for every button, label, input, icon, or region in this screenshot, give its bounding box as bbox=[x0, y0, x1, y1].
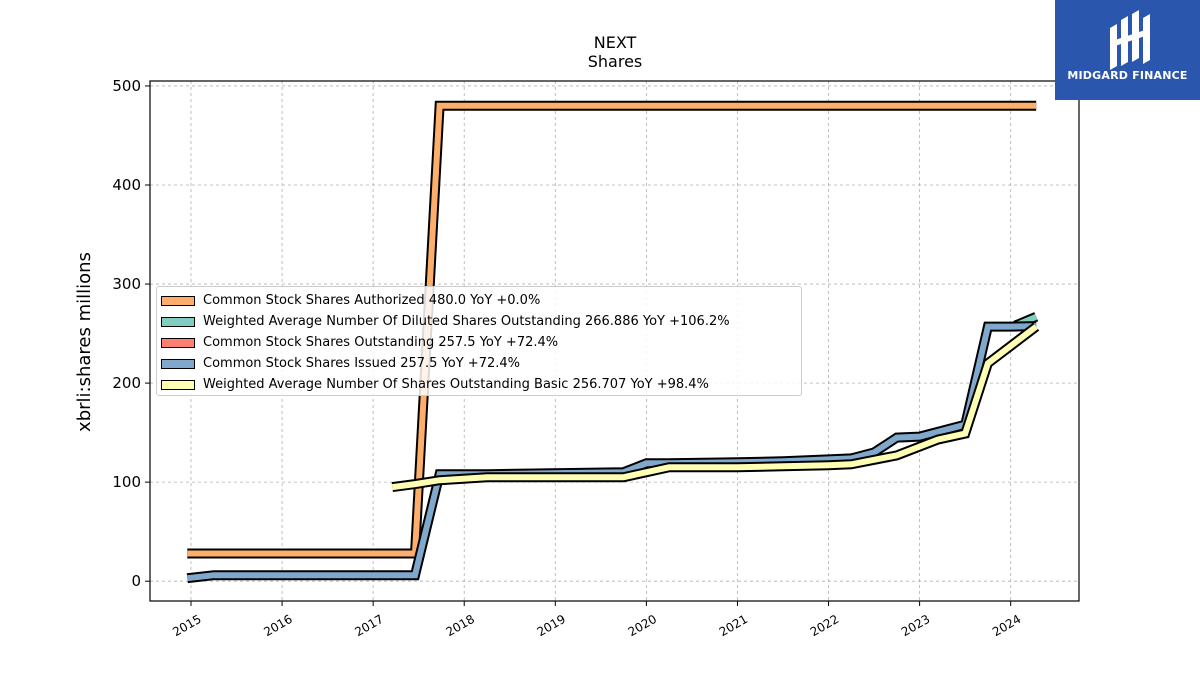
midgard-finance-logo: MIDGARD FINANCE bbox=[1055, 0, 1200, 100]
legend-label: Common Stock Shares Authorized 480.0 YoY… bbox=[203, 293, 541, 308]
y-tick-label: 200 bbox=[112, 374, 141, 392]
chart-title: NEXT bbox=[594, 33, 637, 52]
x-tick-label: 2022 bbox=[808, 612, 841, 639]
legend-swatch bbox=[161, 358, 195, 369]
legend: Common Stock Shares Authorized 480.0 YoY… bbox=[156, 286, 802, 396]
legend-label: Weighted Average Number Of Diluted Share… bbox=[203, 314, 730, 329]
legend-item: Common Stock Shares Outstanding 257.5 Yo… bbox=[161, 332, 801, 353]
legend-item: Common Stock Shares Issued 257.5 YoY +72… bbox=[161, 353, 801, 374]
y-tick-label: 400 bbox=[112, 176, 141, 194]
y-tick-label: 0 bbox=[131, 572, 141, 590]
legend-item: Weighted Average Number Of Diluted Share… bbox=[161, 311, 801, 332]
x-tick-label: 2023 bbox=[899, 612, 932, 639]
chart-subtitle: Shares bbox=[588, 52, 643, 71]
x-tick-label: 2016 bbox=[261, 612, 294, 639]
logo-mark-icon bbox=[1110, 10, 1150, 70]
y-tick-label: 300 bbox=[112, 275, 141, 293]
plot-area-border bbox=[149, 80, 1080, 602]
legend-item: Weighted Average Number Of Shares Outsta… bbox=[161, 374, 801, 395]
y-axis-label: xbrli:shares millions bbox=[74, 252, 95, 432]
x-tick-label: 2015 bbox=[170, 612, 203, 639]
legend-label: Common Stock Shares Outstanding 257.5 Yo… bbox=[203, 335, 559, 350]
y-tick-label: 100 bbox=[112, 473, 141, 491]
legend-swatch bbox=[161, 295, 195, 306]
series-line bbox=[391, 324, 1039, 491]
x-tick-label: 2020 bbox=[626, 612, 659, 639]
logo-text: MIDGARD FINANCE bbox=[1067, 69, 1188, 82]
legend-swatch bbox=[161, 316, 195, 327]
x-tick-label: 2017 bbox=[352, 612, 385, 639]
legend-swatch bbox=[161, 379, 195, 390]
legend-label: Common Stock Shares Issued 257.5 YoY +72… bbox=[203, 356, 520, 371]
x-tick-label: 2019 bbox=[535, 612, 568, 639]
legend-swatch bbox=[161, 337, 195, 348]
x-tick-label: 2018 bbox=[443, 612, 476, 639]
x-tick-label: 2024 bbox=[990, 612, 1023, 639]
legend-item: Common Stock Shares Authorized 480.0 YoY… bbox=[161, 290, 801, 311]
legend-label: Weighted Average Number Of Shares Outsta… bbox=[203, 377, 709, 392]
x-tick-label: 2021 bbox=[717, 612, 750, 639]
y-tick-label: 500 bbox=[112, 77, 141, 95]
